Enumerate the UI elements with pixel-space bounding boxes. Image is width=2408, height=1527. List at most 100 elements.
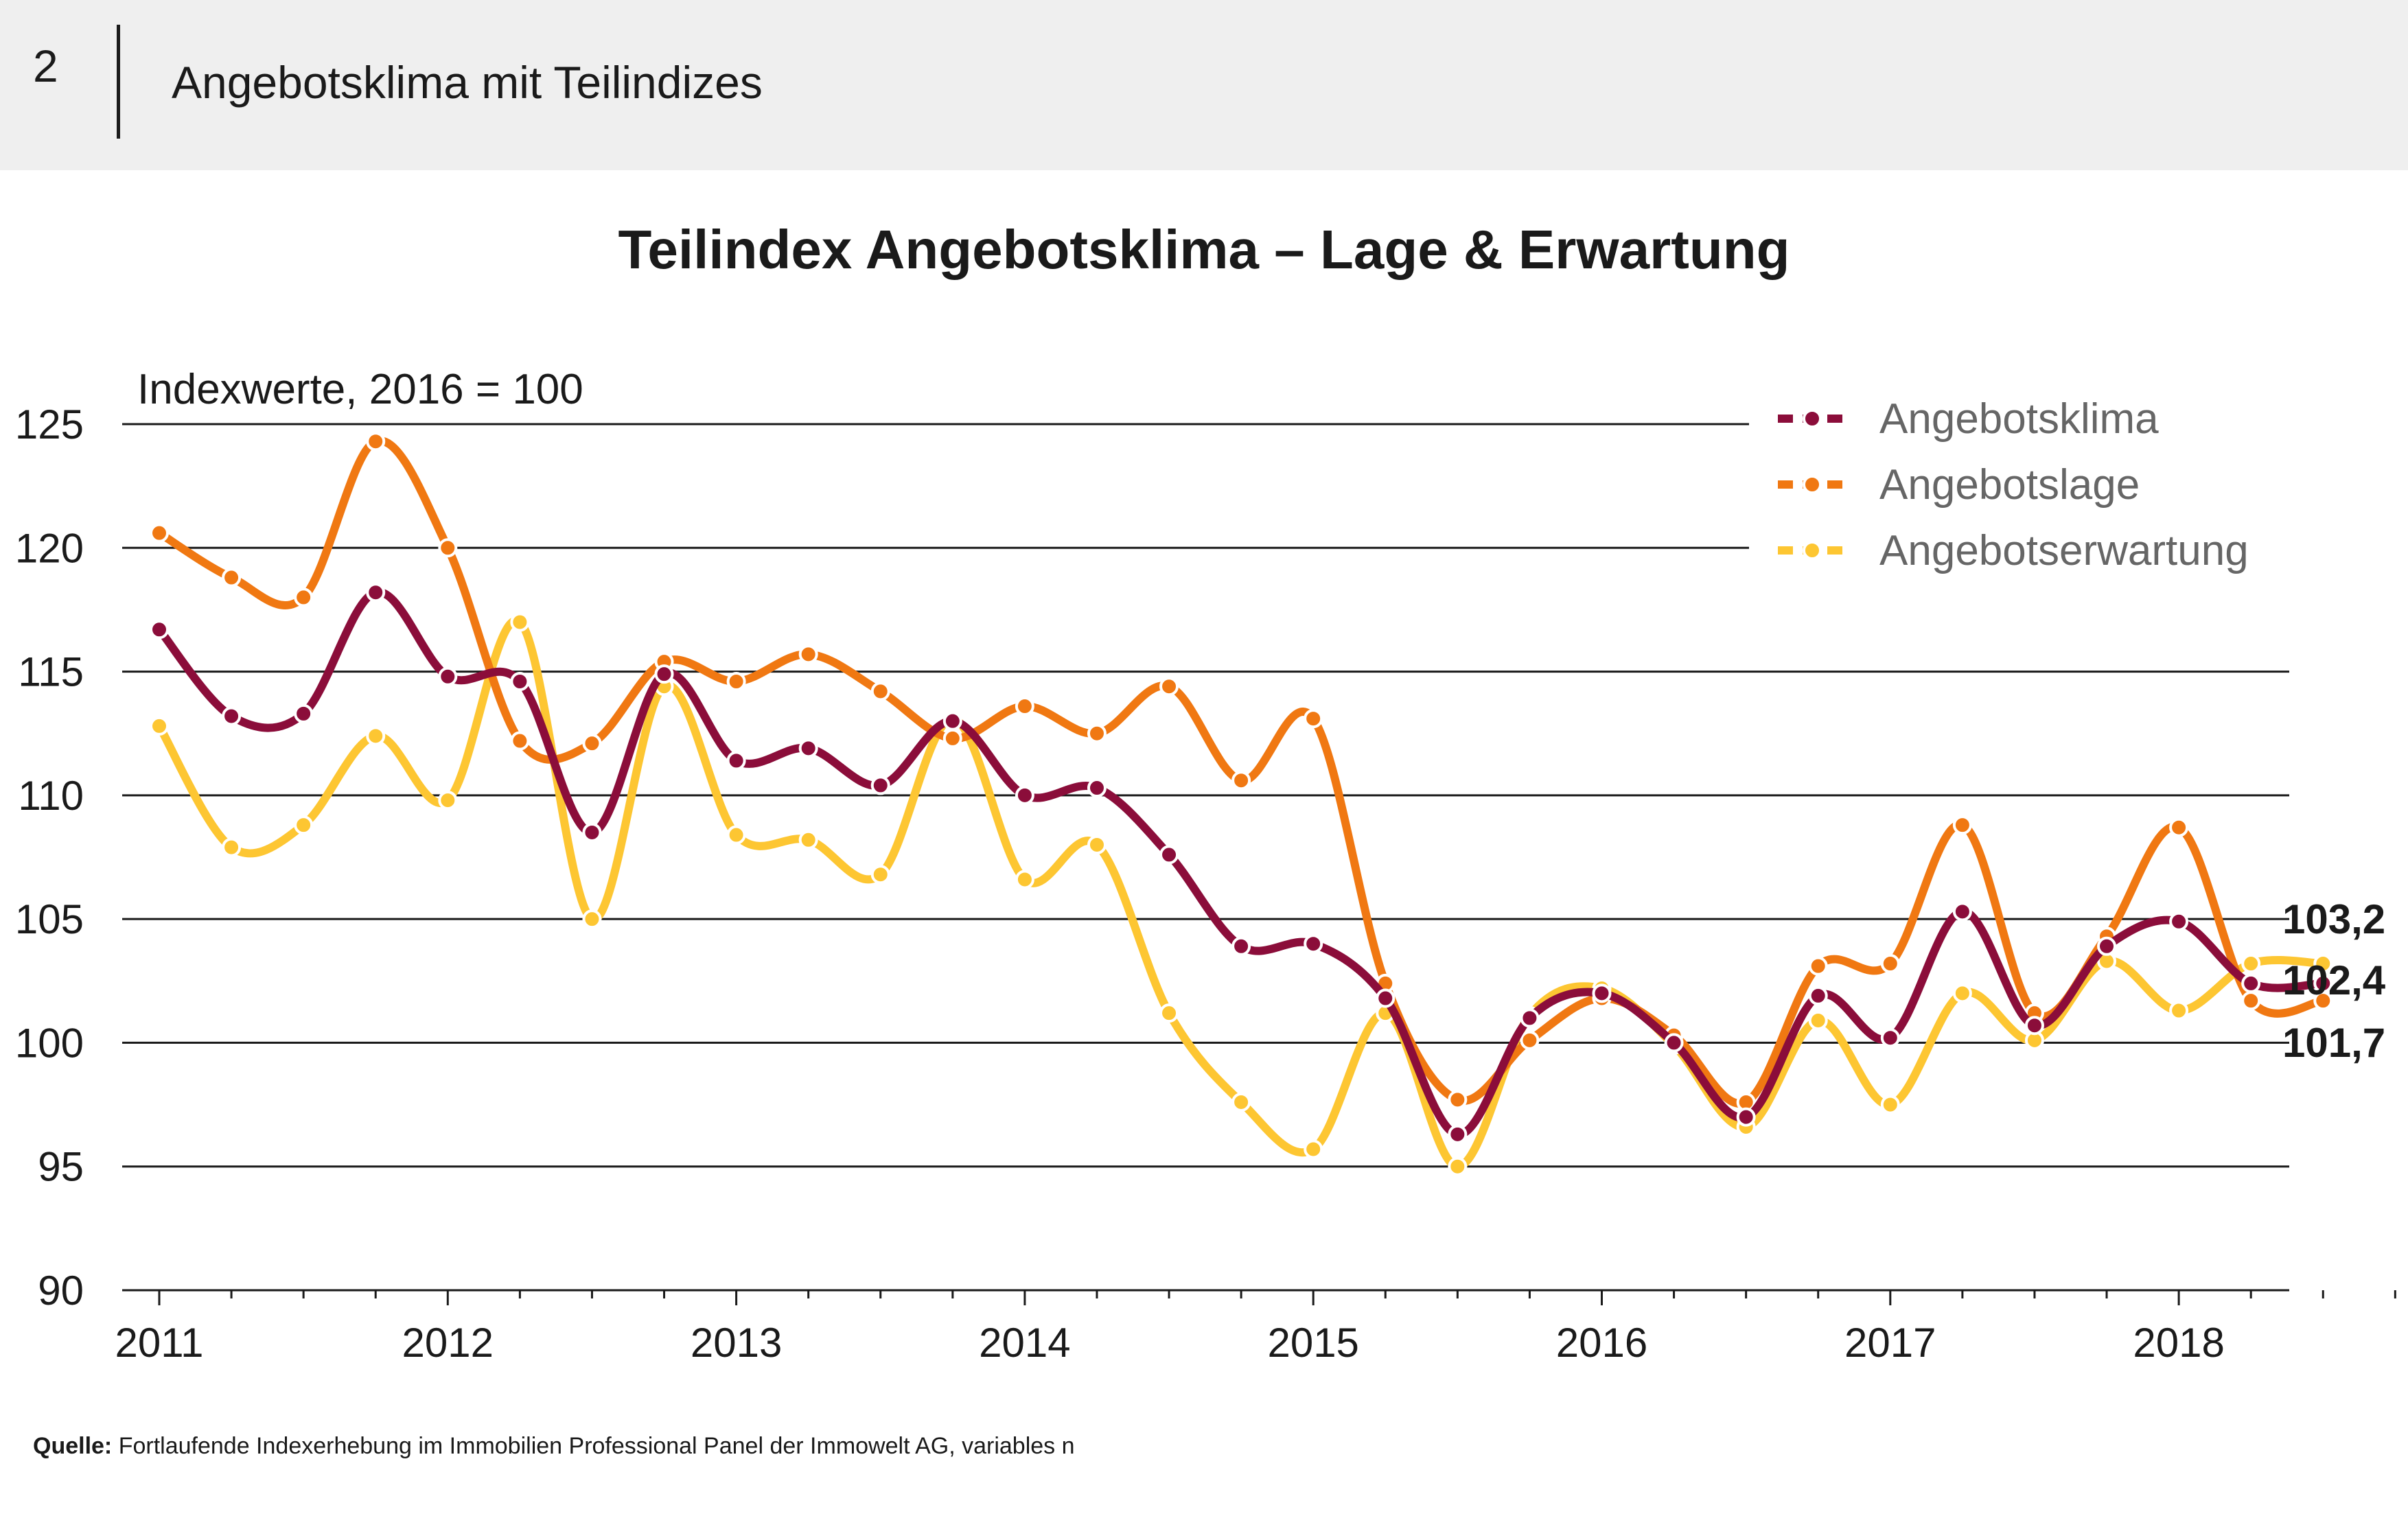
data-point: [1231, 771, 1251, 791]
data-point: [1015, 785, 1034, 805]
data-point: [1520, 1030, 1540, 1050]
source-label: Quelle:: [33, 1433, 113, 1459]
legend: Angebotsklima Angebotslage Angebotserwartu…: [1778, 395, 2249, 574]
series-line: [155, 616, 2324, 1171]
data-point: [2169, 911, 2189, 931]
series-angebotsklima: [150, 583, 2333, 1144]
legend-item-angebotsklima: Angebotsklima: [1778, 395, 2159, 443]
series-angebotslage: [150, 432, 2333, 1112]
y-tick-label: 105: [15, 896, 84, 942]
figure-number: 2: [33, 40, 58, 91]
data-point: [942, 728, 962, 748]
data-point: [2169, 817, 2189, 837]
legend-swatch-marker: [1803, 541, 1822, 560]
data-point: [1087, 835, 1107, 854]
data-point: [870, 776, 890, 795]
data-point: [1231, 936, 1251, 956]
y-tick-label: 115: [18, 649, 84, 695]
data-point: [1880, 1095, 1900, 1115]
y-tick-label: 125: [15, 401, 84, 447]
data-point: [294, 587, 314, 607]
data-point: [366, 583, 386, 603]
data-point: [654, 664, 674, 684]
data-point: [294, 815, 314, 835]
data-point: [726, 751, 746, 771]
chart-title: Teilindex Angebotsklima – Lage & Erwartu…: [618, 219, 1790, 280]
data-point: [222, 837, 242, 857]
data-point: [582, 734, 602, 754]
data-point: [2097, 936, 2117, 956]
data-point: [1952, 983, 1972, 1003]
data-point: [1159, 677, 1179, 697]
data-point: [510, 731, 530, 751]
data-point: [222, 706, 242, 726]
data-point: [1952, 815, 1972, 835]
x-tick-label: 2018: [2133, 1320, 2224, 1366]
figure-header: 2 Angebotsklima mit Teilindizes: [0, 0, 2408, 170]
data-point: [222, 568, 242, 587]
y-tick-label: 110: [18, 773, 84, 819]
data-point: [1736, 1107, 1756, 1127]
legend-label: Angebotsklima: [1879, 395, 2159, 443]
y-tick-label: 100: [15, 1020, 84, 1066]
data-point: [798, 830, 818, 850]
series-layer: [150, 432, 2333, 1176]
data-point: [2241, 954, 2261, 974]
axes: 90 95 100 105 110 115 120 125 2011 2012 2013 2014 20…: [15, 366, 2396, 1366]
data-point: [1304, 1139, 1323, 1159]
data-point: [870, 681, 890, 701]
data-point: [1808, 986, 1828, 1005]
y-axis-caption: Indexwerte, 2016 = 100: [137, 366, 583, 413]
source-text: Fortlaufende Indexerhebung im Immobilien…: [118, 1433, 1075, 1459]
data-point: [1448, 1090, 1468, 1110]
series-angebotserwartung: [150, 612, 2333, 1176]
legend-swatch-marker: [1803, 475, 1822, 494]
series-line: [157, 436, 2324, 1108]
data-point: [1015, 870, 1034, 889]
legend-item-angebotserwartung: Angebotserwartung: [1778, 527, 2249, 574]
data-point: [1231, 1092, 1251, 1112]
data-point: [1304, 709, 1323, 729]
source-note: Quelle: Fortlaufende Indexerhebung im Im…: [33, 1433, 1075, 1460]
end-labels: 103,2 102,4 101,7: [2282, 896, 2386, 1066]
x-tick-label: 2015: [1267, 1320, 1358, 1366]
data-point: [1159, 845, 1179, 865]
data-point: [798, 644, 818, 664]
legend-item-angebotslage: Angebotslage: [1778, 461, 2140, 509]
data-point: [1520, 1008, 1540, 1028]
data-point: [1808, 1010, 1828, 1030]
data-point: [438, 791, 458, 811]
y-tick-label: 120: [15, 525, 84, 571]
legend-swatch-marker: [1803, 409, 1822, 428]
x-tick-label: 2012: [402, 1320, 494, 1366]
data-point: [1087, 723, 1107, 743]
data-point: [1087, 778, 1107, 798]
data-point: [2313, 973, 2333, 993]
data-point: [510, 612, 530, 632]
data-point: [1448, 1124, 1468, 1144]
legend-label: Angebotserwartung: [1879, 527, 2249, 574]
x-tick-label: 2014: [979, 1320, 1070, 1366]
data-point: [2241, 973, 2261, 993]
y-tick-label: 90: [38, 1268, 84, 1314]
data-point: [726, 825, 746, 845]
x-tick-label: 2011: [115, 1320, 203, 1366]
data-point: [1592, 983, 1612, 1003]
data-point: [2169, 1001, 2189, 1021]
data-point: [1376, 988, 1396, 1008]
end-label-angebotsklima: 102,4: [2282, 957, 2386, 1003]
data-point: [582, 822, 602, 842]
data-point: [366, 726, 386, 746]
header-divider: [117, 25, 120, 139]
data-point: [798, 738, 818, 758]
data-point: [294, 703, 314, 723]
data-point: [366, 432, 386, 452]
data-point: [582, 909, 602, 929]
data-point: [1952, 902, 1972, 922]
data-point: [1448, 1156, 1468, 1176]
data-point: [2313, 954, 2333, 974]
x-tick-label: 2016: [1556, 1320, 1647, 1366]
data-point: [438, 666, 458, 686]
end-label-angebotslage: 101,7: [2282, 1020, 2385, 1066]
y-tick-label: 95: [38, 1144, 84, 1190]
